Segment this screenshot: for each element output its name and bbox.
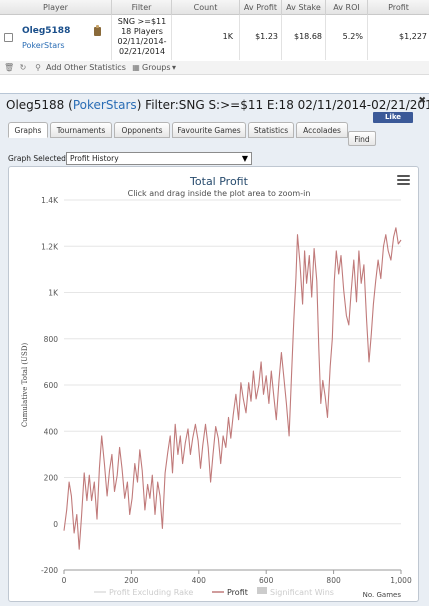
tab-accolades[interactable]: Accolades	[296, 122, 348, 138]
graph-selected-label: Graph Selected:	[8, 154, 69, 163]
header-av-profit[interactable]: Av Profit	[240, 0, 282, 15]
header-player[interactable]: Player	[0, 0, 112, 15]
dropdown-arrow-icon[interactable]: ▼	[241, 154, 248, 163]
header-count[interactable]: Count	[172, 0, 240, 15]
row-checkbox[interactable]	[4, 33, 13, 42]
facebook-like-button[interactable]: Like	[373, 112, 413, 123]
graph-select[interactable]: Profit History ▼	[66, 152, 252, 165]
link-icon[interactable]: ⚲	[35, 63, 41, 72]
profit-cell: $1,227	[368, 15, 429, 60]
legend-item-significant-wins: Significant Wins	[270, 588, 334, 597]
profit-chart[interactable]: Total Profit Click and drag inside the pl…	[8, 166, 419, 602]
x-tick-label: 600	[259, 576, 274, 585]
tab-favourite-games[interactable]: Favourite Games	[172, 122, 246, 138]
tab-tournaments[interactable]: Tournaments	[50, 122, 112, 138]
add-other-statistics-button[interactable]: Add Other Statistics	[46, 63, 126, 72]
trash-icon[interactable]: 🗑	[4, 63, 15, 72]
av-roi-value: 5.2%	[342, 32, 363, 41]
tab-opponents[interactable]: Opponents	[114, 122, 170, 138]
panel-title-site[interactable]: PokerStars	[72, 98, 137, 112]
stats-table: Player Filter Count Av Profit Av Stake A…	[0, 0, 429, 60]
av-profit-cell: $1.23	[240, 15, 282, 60]
hamburger-menu-icon[interactable]	[397, 175, 411, 187]
y-tick-label: 400	[44, 427, 59, 436]
header-filter[interactable]: Filter	[112, 0, 172, 15]
av-stake-cell: $18.68	[282, 15, 326, 60]
filter-text: SNG >=$11 18 Players 02/11/2014- 02/21/2…	[117, 17, 167, 56]
player-panel: Oleg5188 (PokerStars) Filter:SNG S:>=$11…	[0, 93, 429, 606]
legend-swatch-significant-wins	[257, 587, 267, 594]
table-row[interactable]: Oleg5188 PokerStars SNG >=$11 18 Players…	[0, 15, 429, 60]
y-tick-label: 600	[44, 381, 59, 390]
chart-title: Total Profit	[189, 175, 249, 188]
panel-title-player: Oleg5188 (	[6, 98, 73, 112]
av-stake-value: $18.68	[294, 32, 322, 41]
panel-title-filter: ) Filter:SNG S:>=$11 E:18 02/11/2014-02/…	[136, 98, 429, 112]
x-tick-label: 0	[62, 576, 67, 585]
y-tick-label: 800	[44, 335, 59, 344]
stats-header-row: Player Filter Count Av Profit Av Stake A…	[0, 0, 429, 15]
y-axis-label: Cumulative Total (USD)	[21, 343, 29, 428]
x-tick-label: 1,000	[390, 576, 412, 585]
stats-toolbar: 🗑 ↻ ⚲ Add Other Statistics ▦ Groups ▾	[0, 61, 429, 75]
find-button[interactable]: Find	[348, 131, 376, 146]
count-value: 1K	[222, 32, 233, 41]
tab-statistics[interactable]: Statistics	[248, 122, 294, 138]
filter-cell	[112, 15, 172, 60]
profit-value: $1,227	[399, 32, 427, 41]
x-tick-label: 400	[192, 576, 207, 585]
series-line-profit	[63, 227, 402, 550]
player-name-link[interactable]: Oleg5188	[22, 26, 71, 36]
tab-graphs[interactable]: Graphs	[8, 122, 48, 138]
legend-item-profit-excluding-rake: Profit Excluding Rake	[109, 588, 193, 597]
chart-subtitle: Click and drag inside the plot area to z…	[128, 189, 311, 198]
groups-button[interactable]: Groups	[142, 63, 171, 72]
player-site-link[interactable]: PokerStars	[22, 41, 65, 50]
header-av-stake[interactable]: Av Stake	[282, 0, 326, 15]
header-av-roi[interactable]: Av ROI	[326, 0, 368, 15]
y-tick-label: 1.4K	[41, 196, 59, 205]
player-cell: Oleg5188 PokerStars	[0, 15, 112, 60]
av-profit-value: $1.23	[255, 32, 278, 41]
close-icon[interactable]: ✖	[418, 96, 426, 106]
x-axis-label: No. Games	[363, 591, 402, 599]
y-tick-label: 200	[44, 474, 59, 483]
refresh-icon[interactable]: ↻	[19, 63, 27, 72]
av-roi-cell: 5.2%	[326, 15, 368, 60]
panel-title: Oleg5188 (PokerStars) Filter:SNG S:>=$11…	[6, 98, 429, 112]
x-tick-label: 800	[326, 576, 341, 585]
y-tick-label: 0	[53, 520, 58, 529]
graph-select-value: Profit History	[70, 154, 119, 163]
count-cell: 1K	[172, 15, 240, 60]
y-tick-label: 1K	[48, 289, 59, 298]
player-note-icon[interactable]	[94, 25, 101, 36]
groups-icon[interactable]: ▦	[132, 63, 140, 72]
legend-item-profit: Profit	[227, 588, 248, 597]
header-profit[interactable]: Profit	[388, 3, 409, 12]
y-tick-label: -200	[41, 566, 58, 575]
x-tick-label: 200	[124, 576, 139, 585]
y-tick-label: 1.2K	[41, 242, 59, 251]
chevron-down-icon[interactable]: ▾	[172, 63, 177, 72]
